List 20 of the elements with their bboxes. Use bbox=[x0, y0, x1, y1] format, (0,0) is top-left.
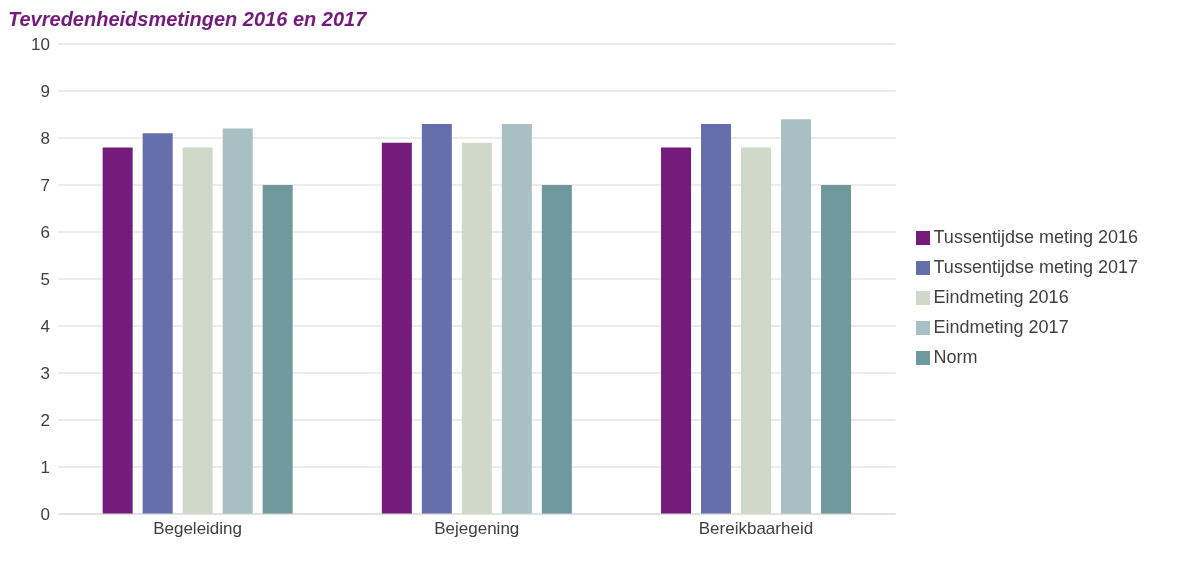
legend-label: Norm bbox=[933, 346, 978, 367]
chart-title: Tevredenheidsmetingen 2016 en 2017 bbox=[8, 8, 368, 32]
legend-label: Eindmeting 2016 bbox=[933, 286, 1069, 307]
y-tick-label: 8 bbox=[40, 129, 50, 149]
legend-label: Tussentijdse meting 2017 bbox=[933, 256, 1138, 277]
y-tick-label: 3 bbox=[40, 364, 50, 384]
y-tick-label: 5 bbox=[40, 270, 50, 290]
x-tick-label: Bejegening bbox=[434, 519, 520, 539]
y-tick-label: 1 bbox=[40, 458, 50, 478]
x-tick-label: Bereikbaarheid bbox=[698, 519, 814, 539]
y-tick-label: 2 bbox=[40, 411, 50, 431]
legend-label: Tussentijdse meting 2016 bbox=[933, 226, 1138, 247]
x-tick-label: Begeleiding bbox=[153, 519, 243, 539]
y-tick-label: 4 bbox=[40, 317, 50, 337]
y-tick-label: 10 bbox=[31, 35, 50, 55]
legend-label: Eindmeting 2017 bbox=[933, 316, 1069, 337]
y-tick-label: 0 bbox=[40, 505, 50, 525]
y-tick-label: 9 bbox=[40, 82, 50, 102]
y-tick-label: 7 bbox=[40, 176, 50, 196]
y-tick-label: 6 bbox=[40, 223, 50, 243]
